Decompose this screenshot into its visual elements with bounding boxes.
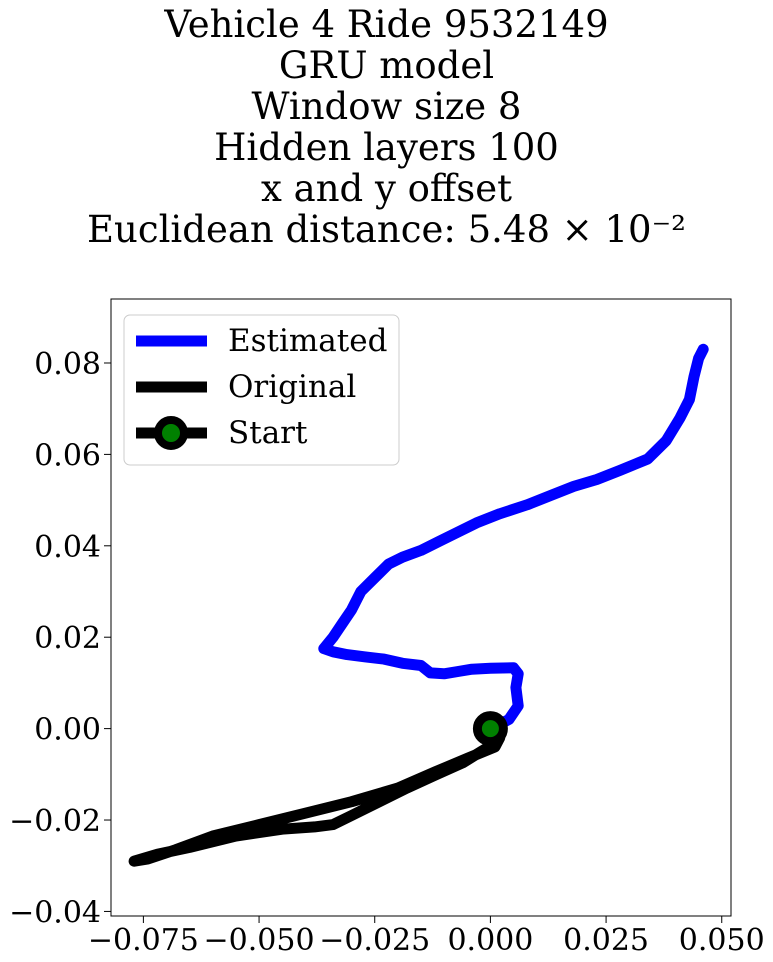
chart-title: Vehicle 4 Ride 9532149 GRU model Window …	[0, 4, 773, 250]
x-tick-label: −0.075	[88, 923, 199, 958]
y-axis: −0.04 −0.02 0.00 0.02 0.04 0.06 0.08	[9, 347, 111, 930]
title-line-1: Vehicle 4 Ride 9532149	[164, 3, 609, 46]
title-line-6: Euclidean distance: 5.48 × 10⁻²	[87, 208, 686, 251]
x-tick-label: −0.025	[319, 923, 430, 958]
y-tick-label: −0.02	[9, 804, 101, 839]
title-line-2: GRU model	[278, 44, 495, 87]
start-marker	[472, 711, 508, 747]
series-layer	[128, 343, 709, 867]
x-tick-label: 0.050	[679, 923, 765, 958]
x-tick-label: 0.025	[563, 923, 649, 958]
y-tick-label: 0.00	[34, 713, 101, 748]
title-line-5: x and y offset	[261, 167, 512, 210]
y-tick-label: −0.04	[9, 895, 101, 930]
legend: Estimated Original Start	[123, 314, 400, 466]
legend-label-estimated: Estimated	[228, 323, 387, 359]
x-axis: −0.075 −0.050 −0.025 0.000 0.025 0.050	[88, 916, 765, 958]
series-line-original	[128, 723, 506, 867]
y-tick-label: 0.02	[34, 621, 101, 656]
legend-label-original: Original	[228, 369, 356, 405]
legend-label-start: Start	[228, 415, 308, 451]
x-tick-label: −0.050	[204, 923, 315, 958]
x-tick-label: 0.000	[447, 923, 533, 958]
legend-swatch-start-marker	[154, 416, 188, 450]
title-line-4: Hidden layers 100	[214, 126, 559, 169]
y-tick-label: 0.08	[34, 347, 101, 382]
series-line-estimated	[318, 343, 709, 735]
y-tick-label: 0.06	[34, 438, 101, 473]
title-line-3: Window size 8	[251, 85, 522, 128]
plot-frame	[110, 298, 732, 917]
y-tick-label: 0.04	[34, 530, 101, 565]
